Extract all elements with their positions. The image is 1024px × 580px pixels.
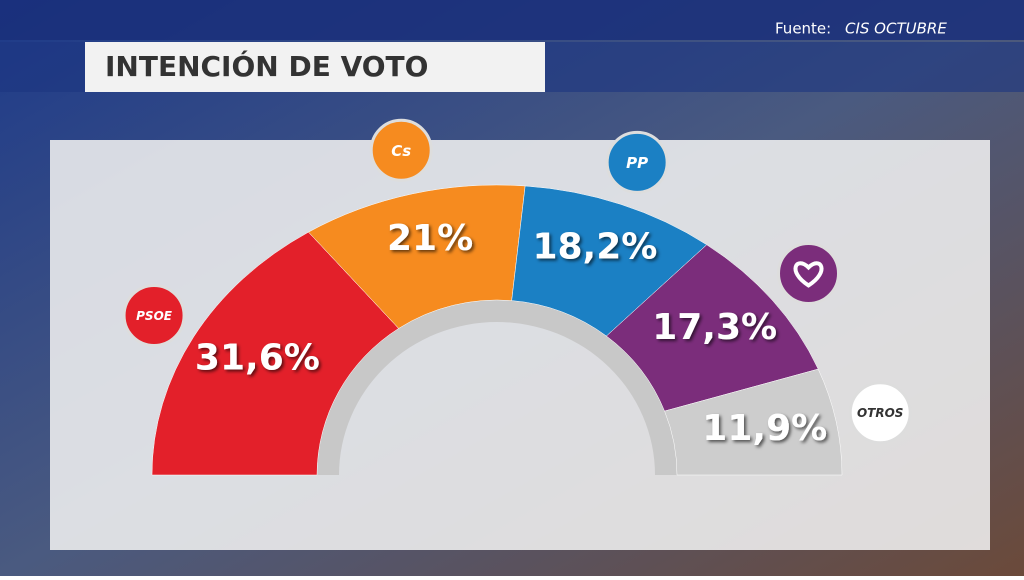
badge — [777, 241, 841, 305]
source-label: Fuente: — [775, 20, 831, 38]
badge — [369, 118, 433, 182]
category-label: PP — [626, 154, 648, 172]
category-label: OTROS — [857, 406, 903, 420]
category-label: PSOE — [136, 309, 173, 323]
chart-title: INTENCIÓN DE VOTO — [105, 49, 428, 83]
wedge — [151, 231, 400, 476]
top-band — [0, 0, 1024, 40]
heart-icon — [793, 261, 824, 288]
category-label: Cs — [391, 142, 411, 160]
value-label: 18,2% — [532, 227, 657, 268]
wedge — [664, 368, 843, 476]
badge — [605, 130, 669, 194]
title-band — [85, 42, 545, 92]
badge — [848, 381, 912, 445]
badge — [122, 283, 186, 347]
value-label: 17,3% — [652, 307, 777, 348]
plot-area: 31,6% PSOE 21% Cs 18,2% PP 17,3% 11,9% OTROS — [122, 118, 912, 476]
value-label: 11,9% — [702, 408, 827, 449]
value-label: 21% — [387, 218, 473, 259]
value-label: 31,6% — [195, 338, 320, 379]
inner-ring — [317, 300, 677, 475]
source: CIS OCTUBRE — [845, 20, 947, 38]
